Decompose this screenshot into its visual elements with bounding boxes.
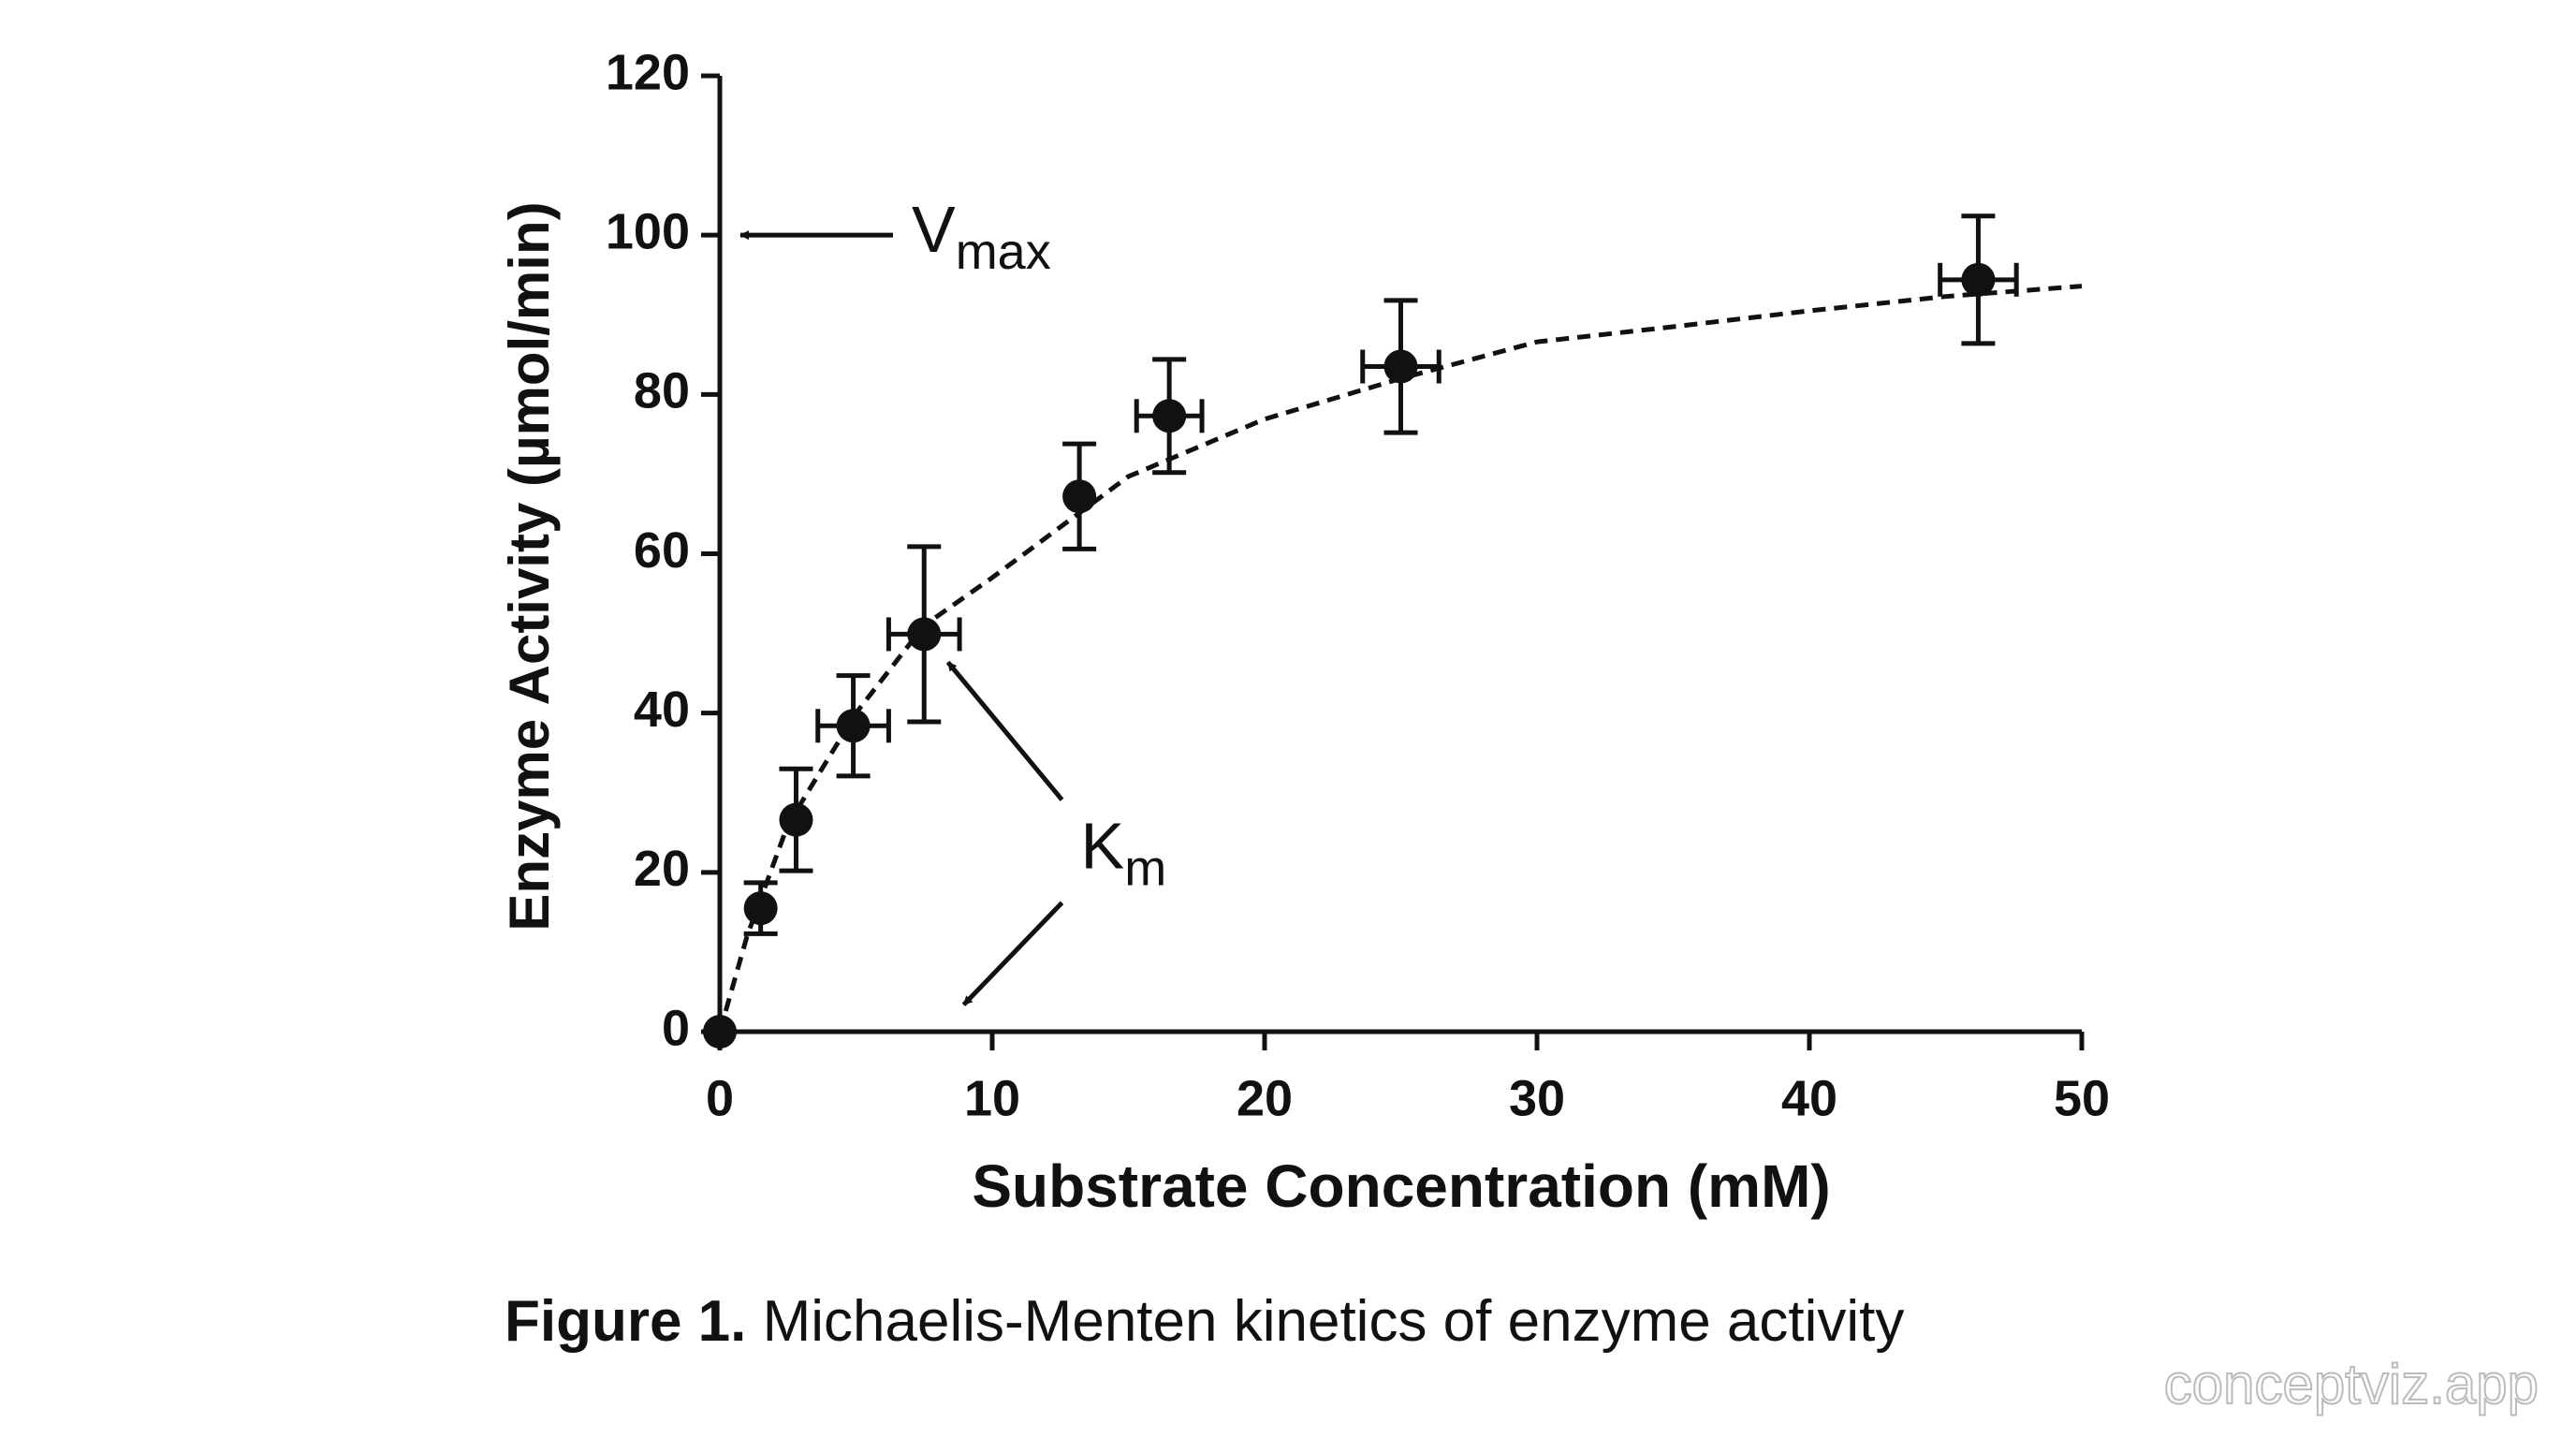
x-axis-label: Substrate Concentration (mM) (972, 1152, 1830, 1220)
y-tick-label: 120 (606, 44, 690, 100)
y-tick-label: 40 (634, 682, 690, 738)
annotation-text: K (1081, 810, 1125, 883)
x-tick-label: 0 (706, 1070, 734, 1126)
data-point (779, 802, 813, 837)
caption-label: Figure 1. (505, 1289, 746, 1354)
data-point (703, 1015, 737, 1049)
caption: Figure 1. Michaelis-Menten kinetics of e… (505, 1289, 1904, 1354)
x-tick-label: 20 (1237, 1070, 1293, 1126)
annotation: Km (1081, 810, 1167, 897)
data-point (1152, 399, 1187, 433)
y-axis-label: Enzyme Activity (µmol/min) (498, 201, 561, 931)
data-point (743, 891, 778, 926)
annotation-sub: max (956, 224, 1051, 280)
data-point (1062, 479, 1097, 514)
data-point (1383, 349, 1418, 384)
y-tick-label: 80 (634, 363, 690, 419)
y-tick-label: 60 (634, 522, 690, 579)
x-tick-label: 40 (1781, 1070, 1837, 1126)
data-point (836, 709, 871, 743)
y-tick-label: 0 (662, 1000, 690, 1056)
x-tick-label: 10 (964, 1070, 1020, 1126)
x-tick-label: 50 (2054, 1070, 2110, 1126)
annotation-arrow (961, 901, 1064, 1006)
x-tick-label: 30 (1509, 1070, 1565, 1126)
annotation: Vmax (912, 194, 1051, 281)
annotation-arrow (945, 660, 1064, 801)
annotation-sub: m (1124, 841, 1166, 897)
caption-text: Michaelis-Menten kinetics of enzyme acti… (763, 1289, 1905, 1354)
data-point (1961, 262, 1996, 297)
watermark: conceptviz.app (2164, 1353, 2539, 1416)
data-point (907, 617, 942, 652)
annotation-text: V (912, 194, 956, 267)
y-tick-label: 100 (606, 203, 690, 259)
y-tick-label: 20 (634, 841, 690, 897)
